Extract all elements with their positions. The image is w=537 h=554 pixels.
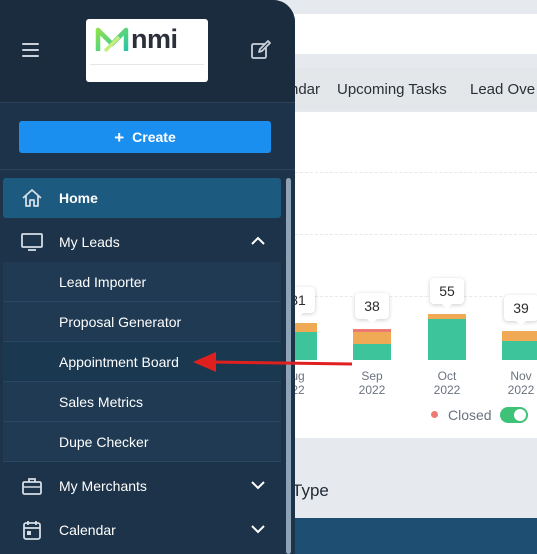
sidebar: nmi + Create Home My Leads Lead Importe xyxy=(0,0,295,554)
chevron-down-icon[interactable] xyxy=(251,524,265,534)
sidebar-subitem-label: Dupe Checker xyxy=(59,433,149,450)
briefcase-icon xyxy=(22,478,42,495)
sidebar-subitem-lead-importer[interactable]: Lead Importer xyxy=(3,262,281,302)
chevron-up-icon[interactable] xyxy=(251,236,265,246)
closed-toggle[interactable] xyxy=(500,407,528,423)
create-button[interactable]: + Create xyxy=(19,121,271,153)
logo-divider xyxy=(90,64,204,65)
hamburger-menu-icon[interactable] xyxy=(22,43,39,57)
sidebar-header: nmi xyxy=(0,0,295,103)
sidebar-subitem-label: Proposal Generator xyxy=(59,313,182,330)
tab-calendar[interactable]: ndar xyxy=(290,81,321,98)
sidebar-item-label: Home xyxy=(59,190,98,206)
sidebar-scrollbar[interactable] xyxy=(286,178,291,554)
tab-lead-overview[interactable]: Lead Ove xyxy=(470,81,536,98)
legend-closed-label: Closed xyxy=(448,407,492,423)
calendar-icon xyxy=(23,521,41,540)
sidebar-divider xyxy=(0,169,295,170)
create-label: Create xyxy=(132,129,176,145)
nmi-logo-mark xyxy=(95,27,129,53)
chart-card xyxy=(270,112,537,438)
sidebar-subitem-label: Sales Metrics xyxy=(59,393,144,410)
sidebar-item-calendar[interactable]: Calendar xyxy=(3,510,281,550)
grid-line xyxy=(270,234,537,235)
sidebar-item-my-leads[interactable]: My Leads xyxy=(3,222,281,262)
edit-icon[interactable] xyxy=(250,39,272,61)
sidebar-subitem-proposal-generator[interactable]: Proposal Generator xyxy=(3,302,281,342)
legend-closed-dot xyxy=(431,411,438,418)
nmi-logo[interactable]: nmi xyxy=(86,19,208,82)
sidebar-item-my-merchants[interactable]: My Merchants xyxy=(3,466,281,506)
monitor-icon xyxy=(21,233,43,251)
tab-strip: ndar Upcoming Tasks Lead Ove xyxy=(270,68,537,110)
section-title: Type xyxy=(292,481,329,500)
toggle-knob xyxy=(514,409,526,421)
sidebar-subitem-label: Lead Importer xyxy=(59,273,147,290)
chevron-down-icon[interactable] xyxy=(251,480,265,490)
sidebar-subitem-sales-metrics[interactable]: Sales Metrics xyxy=(3,382,281,422)
sidebar-subitem-dupe-checker[interactable]: Dupe Checker xyxy=(3,422,281,462)
home-icon xyxy=(22,189,42,207)
sidebar-subitem-label: Appointment Board xyxy=(59,353,179,370)
sidebar-subitem-appointment-board[interactable]: Appointment Board xyxy=(3,342,281,382)
tab-upcoming-tasks[interactable]: Upcoming Tasks xyxy=(337,81,447,98)
sidebar-item-label: My Leads xyxy=(59,234,120,250)
sidebar-item-label: My Merchants xyxy=(59,478,147,494)
grid-line xyxy=(270,172,537,173)
grid-line xyxy=(270,296,537,297)
plus-icon: + xyxy=(114,127,125,147)
top-bar xyxy=(270,14,537,54)
sidebar-item-home[interactable]: Home xyxy=(3,178,281,218)
logo-text: nmi xyxy=(131,24,178,54)
sidebar-item-label: Calendar xyxy=(59,522,116,538)
table-header-band xyxy=(270,518,537,554)
